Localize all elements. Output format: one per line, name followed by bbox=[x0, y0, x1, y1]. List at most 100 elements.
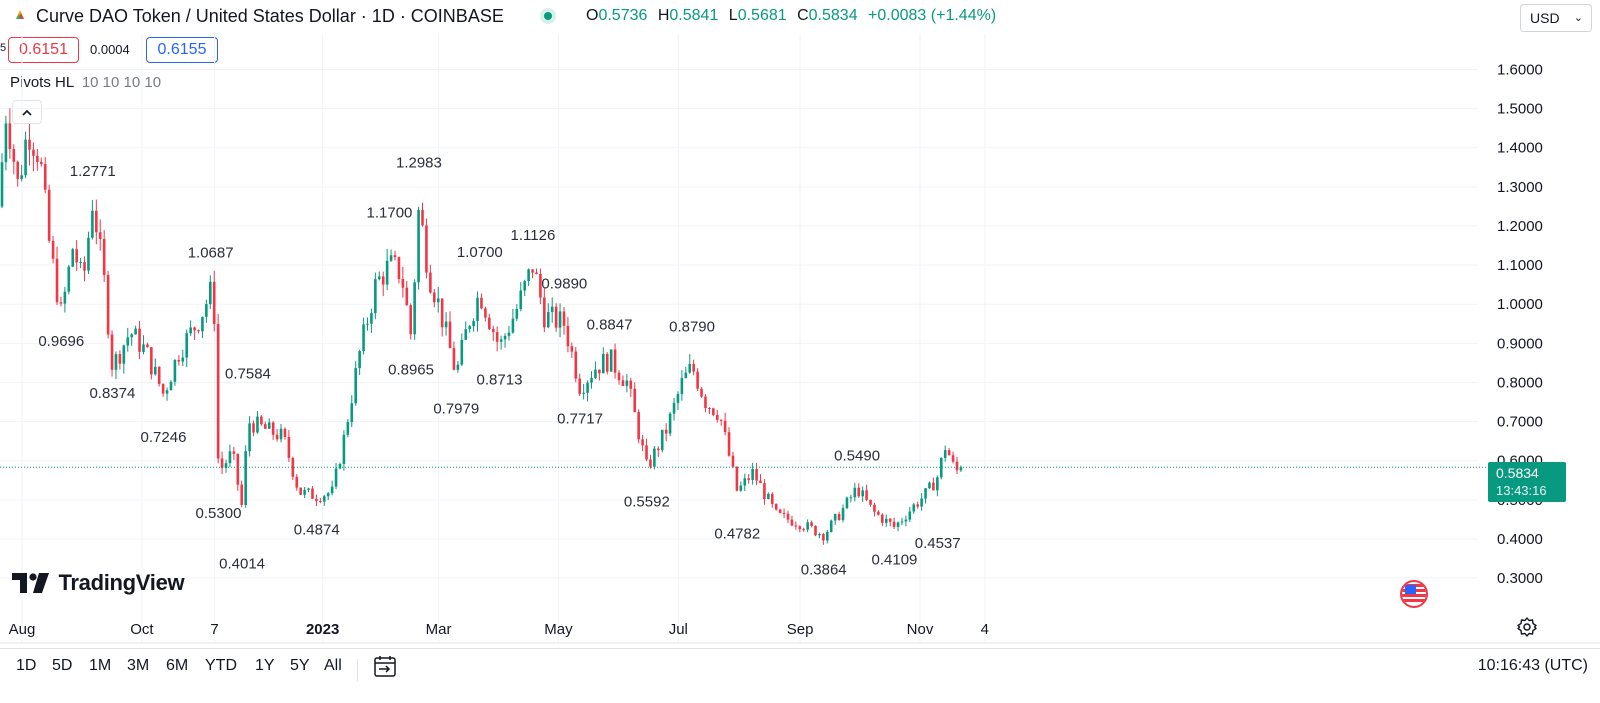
price-tick-label: 0.9000 bbox=[1497, 335, 1543, 352]
candle bbox=[177, 355, 181, 366]
candle bbox=[633, 382, 637, 413]
range-5y-button[interactable]: 5Y bbox=[290, 657, 310, 674]
us-flag-icon[interactable] bbox=[1400, 580, 1428, 608]
tradingview-logo-icon bbox=[12, 573, 49, 593]
candle bbox=[715, 409, 719, 423]
range-6m-button[interactable]: 6M bbox=[166, 657, 189, 674]
symbol-title[interactable]: Curve DAO Token / United States Dollar ·… bbox=[36, 6, 504, 26]
time-tick-label: Sep bbox=[787, 621, 814, 638]
buy-button[interactable]: 0.6155 bbox=[146, 37, 218, 63]
candle bbox=[684, 366, 688, 379]
price-chart[interactable]: 1.2771 0.9696 0.8374 0.7246 1.0687 0.5300 0.75… bbox=[0, 34, 1600, 648]
candle bbox=[161, 383, 165, 397]
candle bbox=[43, 156, 47, 194]
candle bbox=[672, 397, 676, 421]
pivot-label-high: 1.2771 bbox=[70, 163, 116, 180]
candle bbox=[452, 341, 456, 371]
candle bbox=[71, 247, 75, 268]
candle bbox=[535, 268, 538, 275]
candle bbox=[460, 333, 464, 367]
candle bbox=[751, 462, 754, 485]
candle bbox=[55, 246, 59, 306]
candle bbox=[798, 525, 802, 533]
candle bbox=[264, 421, 267, 429]
candle bbox=[590, 371, 593, 389]
candle bbox=[794, 521, 798, 530]
time-tick-label: Jul bbox=[669, 621, 688, 638]
candle bbox=[47, 184, 51, 243]
candle bbox=[810, 520, 813, 528]
candle bbox=[150, 346, 153, 380]
candle bbox=[303, 486, 306, 499]
low-label: L bbox=[728, 7, 738, 24]
indicator-legend[interactable]: Pivots HL 10 10 10 10 bbox=[10, 74, 161, 91]
candle bbox=[291, 456, 295, 480]
candle bbox=[130, 333, 133, 346]
candle bbox=[543, 288, 546, 333]
range-3m-button[interactable]: 3M bbox=[127, 657, 150, 674]
candle bbox=[142, 335, 145, 355]
candle bbox=[692, 359, 695, 376]
price-tick-label: 0.4000 bbox=[1497, 531, 1543, 548]
range-all-button[interactable]: All bbox=[324, 657, 342, 674]
market-open-status-icon bbox=[540, 8, 556, 24]
candle bbox=[4, 115, 8, 171]
price-axis: 1.6000 1.5000 1.4000 1.3000 1.2000 1.1000 1.00… bbox=[1497, 62, 1543, 588]
candle bbox=[566, 317, 570, 353]
candle bbox=[747, 474, 750, 484]
candle bbox=[767, 492, 770, 500]
candle bbox=[570, 342, 574, 359]
candle bbox=[299, 487, 302, 496]
candle bbox=[240, 480, 244, 508]
chart-settings-icon[interactable] bbox=[1516, 616, 1538, 638]
candle bbox=[770, 492, 774, 508]
sell-button[interactable]: 0.6151 bbox=[8, 37, 79, 63]
pivot-label-low: 0.4782 bbox=[714, 525, 760, 542]
candle bbox=[279, 424, 283, 443]
candle bbox=[322, 494, 326, 506]
candle bbox=[731, 451, 735, 469]
candle bbox=[928, 481, 931, 489]
tradingview-logo[interactable]: TradingView bbox=[12, 570, 185, 600]
candle bbox=[802, 527, 806, 532]
candle bbox=[527, 268, 530, 287]
candle bbox=[326, 491, 330, 500]
candle bbox=[826, 529, 829, 544]
candle bbox=[208, 275, 212, 310]
candle bbox=[173, 359, 177, 386]
candle bbox=[739, 481, 743, 492]
candle bbox=[649, 454, 652, 469]
candle bbox=[645, 438, 648, 462]
candle bbox=[153, 358, 157, 376]
candle bbox=[873, 502, 876, 517]
pivot-label-low: 0.7979 bbox=[433, 400, 479, 417]
candle bbox=[900, 517, 904, 526]
candle bbox=[381, 271, 385, 296]
candle bbox=[546, 303, 550, 329]
collapse-legend-button[interactable] bbox=[12, 100, 42, 124]
indicator-name: Pivots HL bbox=[10, 74, 74, 91]
candle bbox=[358, 349, 361, 376]
range-1d-button[interactable]: 1D bbox=[16, 657, 37, 674]
go-to-date-icon[interactable] bbox=[372, 654, 398, 680]
utc-clock[interactable]: 10:16:43 (UTC) bbox=[1477, 657, 1588, 674]
candle bbox=[735, 466, 739, 492]
candle bbox=[688, 354, 692, 374]
currency-select[interactable]: USD ⌄ bbox=[1520, 4, 1592, 32]
candle bbox=[515, 304, 519, 322]
candle bbox=[311, 486, 314, 500]
candle bbox=[488, 313, 491, 331]
range-5d-button[interactable]: 5D bbox=[52, 657, 73, 674]
range-1y-button[interactable]: 1Y bbox=[255, 657, 275, 674]
candle bbox=[236, 453, 240, 491]
time-axis: Aug Oct 7 2023 Mar May Jul Sep Nov 4 bbox=[0, 621, 1600, 644]
time-tick-label: Mar bbox=[426, 621, 452, 638]
range-1m-button[interactable]: 1M bbox=[89, 657, 112, 674]
candle bbox=[40, 157, 43, 167]
candle bbox=[472, 318, 475, 332]
range-ytd-button[interactable]: YTD bbox=[205, 657, 237, 674]
pivot-label-high: 0.5490 bbox=[834, 448, 880, 465]
candle bbox=[763, 479, 766, 505]
candle bbox=[256, 411, 259, 434]
candle bbox=[216, 313, 220, 464]
